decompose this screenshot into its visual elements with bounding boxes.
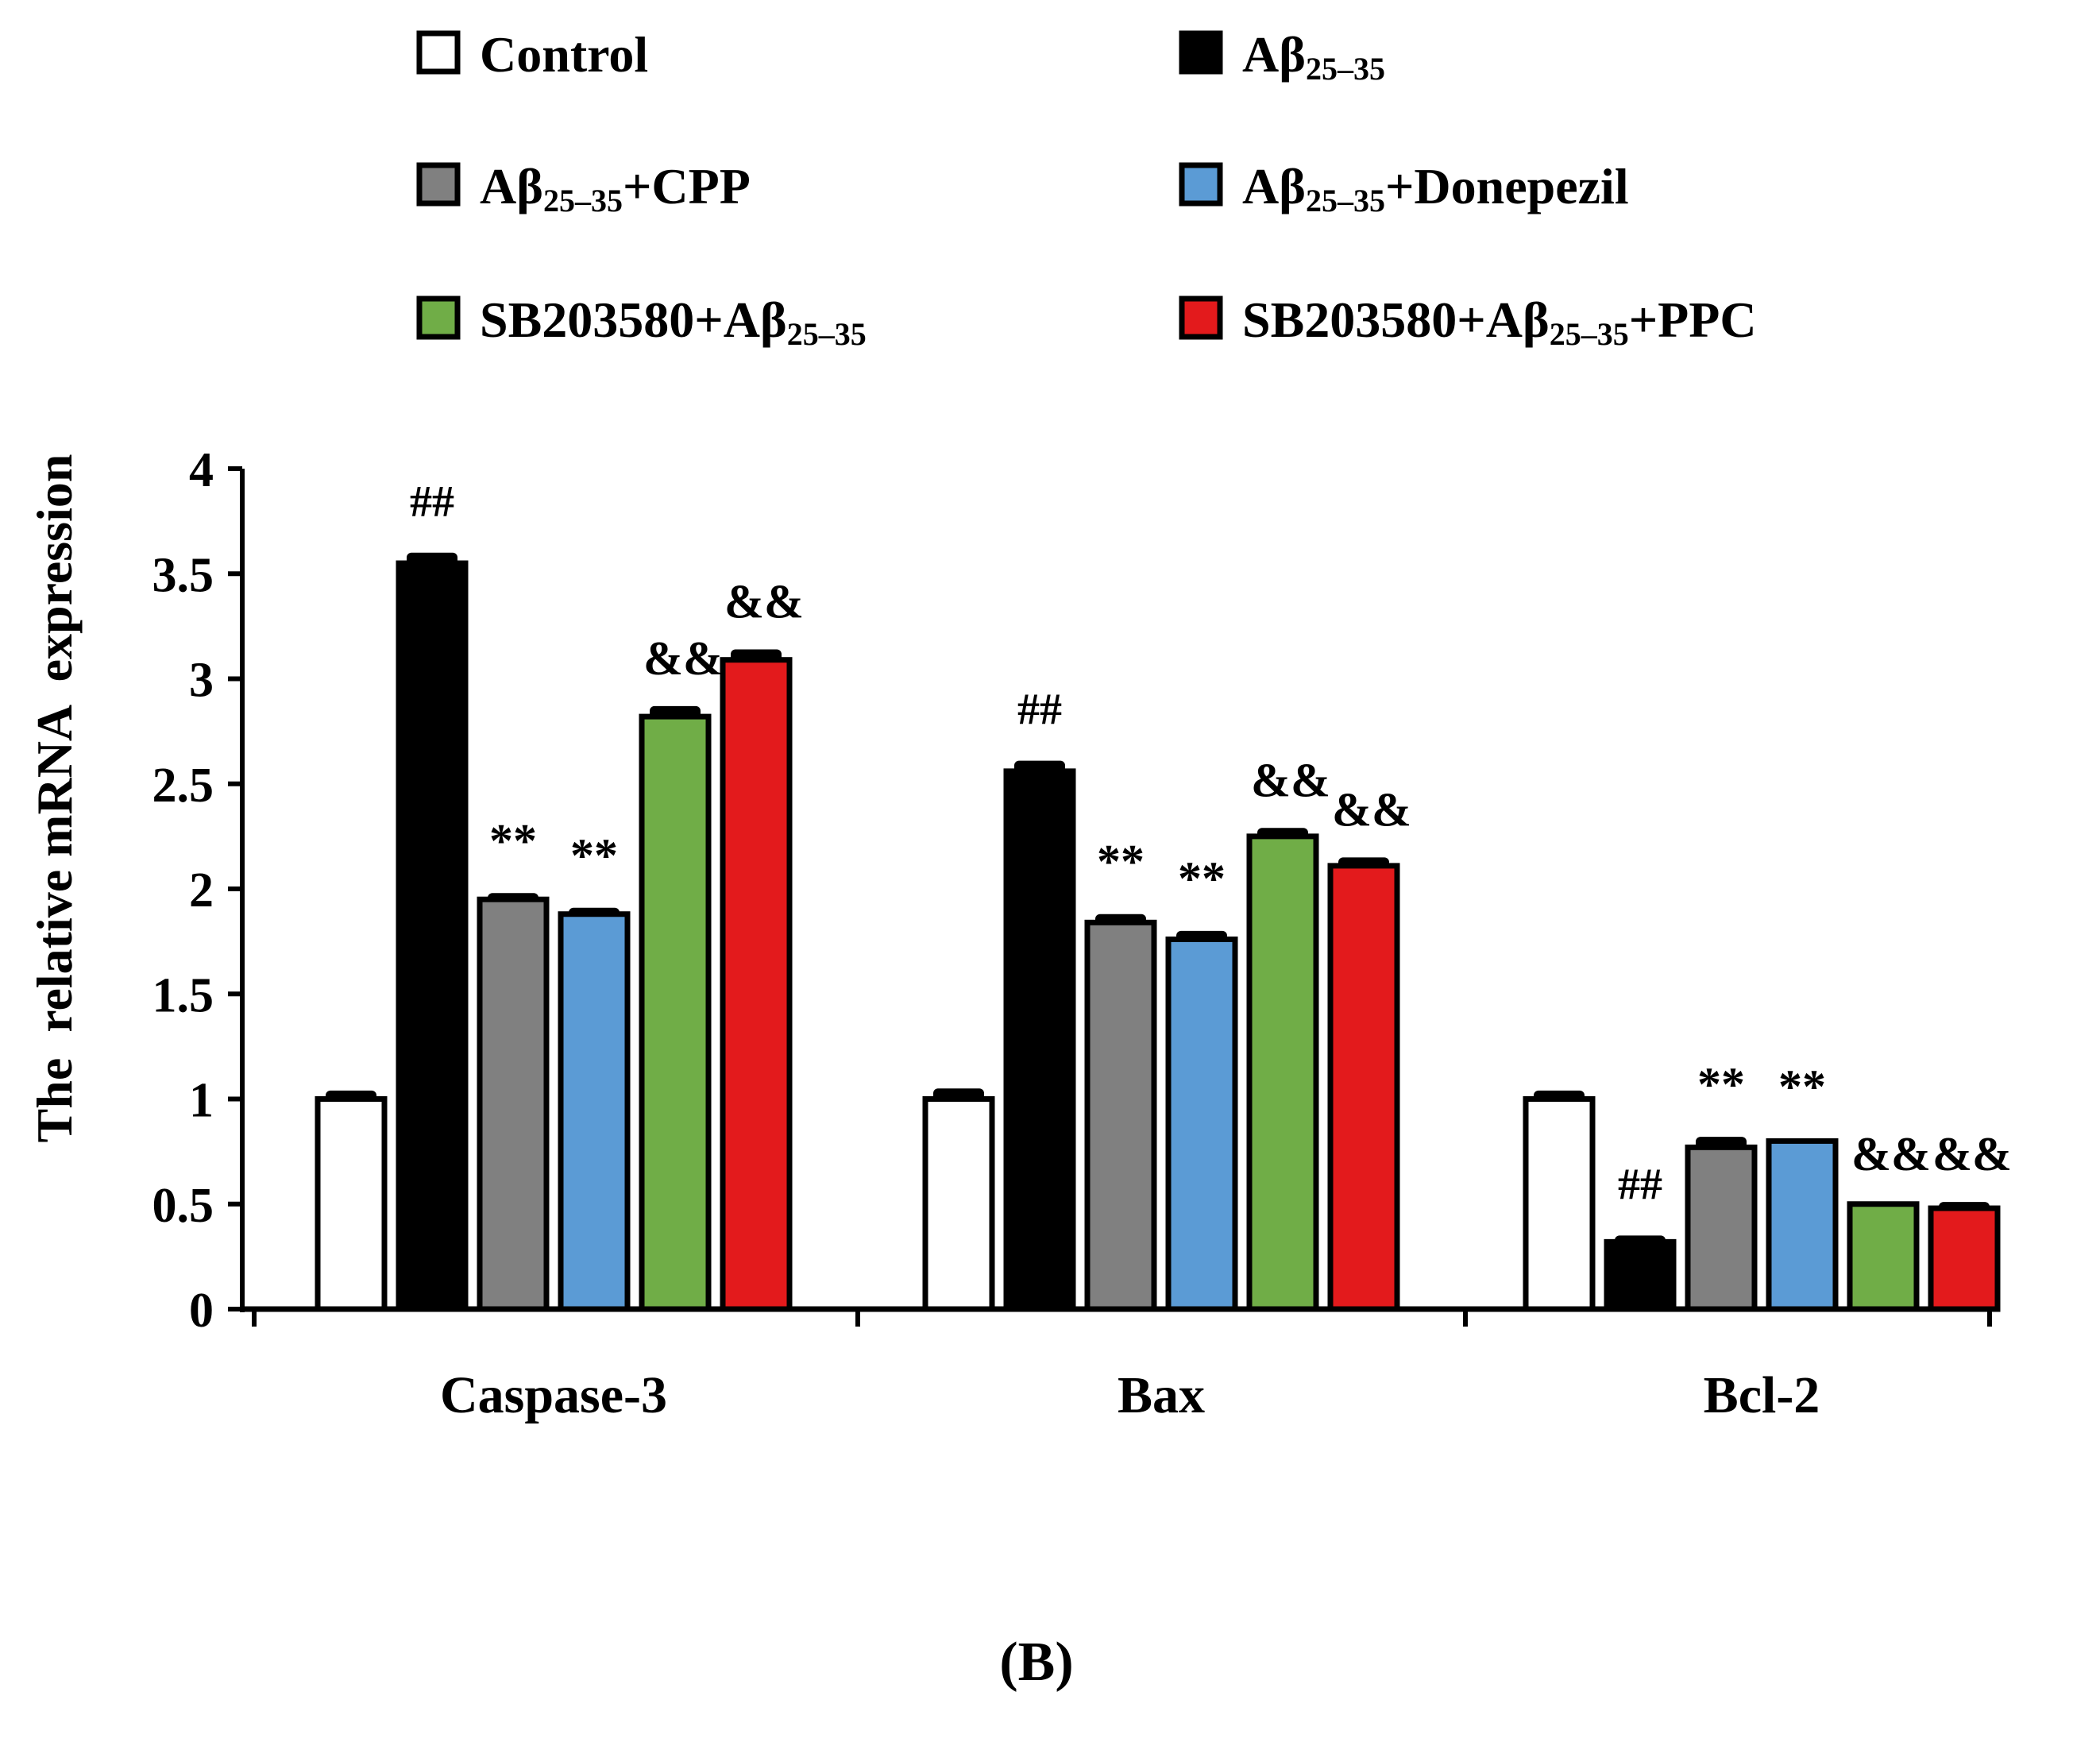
legend-label: SB203580+Aβ25–35+PPC xyxy=(1242,292,1757,352)
bar xyxy=(1523,1096,1596,1312)
significance-label: && xyxy=(724,575,804,628)
bar xyxy=(1084,919,1157,1312)
significance-label: && xyxy=(1932,1128,2012,1180)
legend-label: Aβ25–35+CPP xyxy=(480,158,751,218)
y-tick-label: 1.5 xyxy=(152,968,214,1022)
legend-item: Aβ25–35+Donepezil xyxy=(1179,158,1629,218)
legend-label: Aβ25–35+Donepezil xyxy=(1242,158,1629,218)
significance-label: && xyxy=(1332,783,1411,836)
y-tick-label: 3.5 xyxy=(152,548,214,602)
legend-swatch xyxy=(416,296,461,340)
y-tick-label: 4 xyxy=(189,443,214,497)
bar xyxy=(1928,1205,2001,1312)
bar xyxy=(1165,936,1238,1312)
legend-label: Control xyxy=(480,26,648,83)
y-tick-label: 0 xyxy=(189,1284,214,1338)
y-axis: 0 0.5 1 1.5 2 2.5 3 3.5 4 xyxy=(152,443,245,1338)
significance-label: ## xyxy=(1618,1160,1662,1209)
significance-label: ** xyxy=(570,829,618,882)
significance-label: ** xyxy=(1778,1060,1826,1113)
significance-label: && xyxy=(1851,1128,1931,1180)
legend-swatch xyxy=(416,30,461,75)
legend-item: Control xyxy=(416,26,648,83)
legend-label: SB203580+Aβ25–35 xyxy=(480,292,867,352)
x-category-label: Caspase-3 xyxy=(440,1366,667,1424)
legend-item: Aβ25–35 xyxy=(1179,26,1385,87)
significance-label: && xyxy=(1251,754,1330,806)
legend-swatch xyxy=(1179,30,1223,75)
bars xyxy=(315,552,2001,1312)
significance-label: ## xyxy=(410,477,454,527)
bar xyxy=(1766,1138,1839,1312)
bar xyxy=(396,560,469,1312)
legend-item: Aβ25–35+CPP xyxy=(416,158,751,218)
bar xyxy=(1327,863,1400,1312)
y-tick-label: 2.5 xyxy=(152,759,214,813)
bar xyxy=(1604,1238,1677,1312)
y-axis-label: The relative mRNA expression xyxy=(26,454,83,1143)
bar xyxy=(720,657,793,1312)
legend-swatch xyxy=(1179,162,1223,207)
y-tick-label: 2 xyxy=(189,863,214,917)
significance-label: ** xyxy=(1178,852,1226,905)
significance-annotations: ##** **&&&&##** **&&&&##** **&& && xyxy=(410,477,2012,1210)
legend-label: Aβ25–35 xyxy=(1242,26,1385,87)
bar xyxy=(639,713,712,1312)
bar xyxy=(1003,768,1076,1312)
significance-label: ## xyxy=(1017,686,1062,735)
bar xyxy=(477,896,550,1312)
bar xyxy=(922,1096,995,1312)
legend-swatch xyxy=(416,162,461,207)
bar xyxy=(1685,1144,1758,1312)
legend-swatch xyxy=(1179,296,1223,340)
significance-label: && xyxy=(643,632,723,685)
significance-label: ** xyxy=(489,814,537,867)
x-axis: Caspase-3 Bax Bcl-2 xyxy=(242,1306,1994,1424)
legend-item: SB203580+Aβ25–35 xyxy=(416,292,867,352)
x-category-label: Bcl-2 xyxy=(1704,1366,1820,1424)
significance-label: ** xyxy=(1097,836,1145,888)
y-tick-label: 1 xyxy=(189,1074,214,1128)
panel-label: (B) xyxy=(999,1632,1073,1693)
bar xyxy=(558,911,631,1312)
legend: Control Aβ25–35 Aβ25–35+CPP Aβ25–35+Donepez… xyxy=(416,26,1757,352)
significance-label: ** xyxy=(1697,1058,1745,1111)
legend-item: SB203580+Aβ25–35+PPC xyxy=(1179,292,1757,352)
x-category-label: Bax xyxy=(1118,1366,1205,1424)
bar xyxy=(1847,1201,1920,1312)
y-tick-label: 3 xyxy=(189,654,214,708)
bar xyxy=(1246,833,1319,1312)
bar xyxy=(315,1096,388,1312)
y-tick-label: 0.5 xyxy=(152,1179,214,1233)
